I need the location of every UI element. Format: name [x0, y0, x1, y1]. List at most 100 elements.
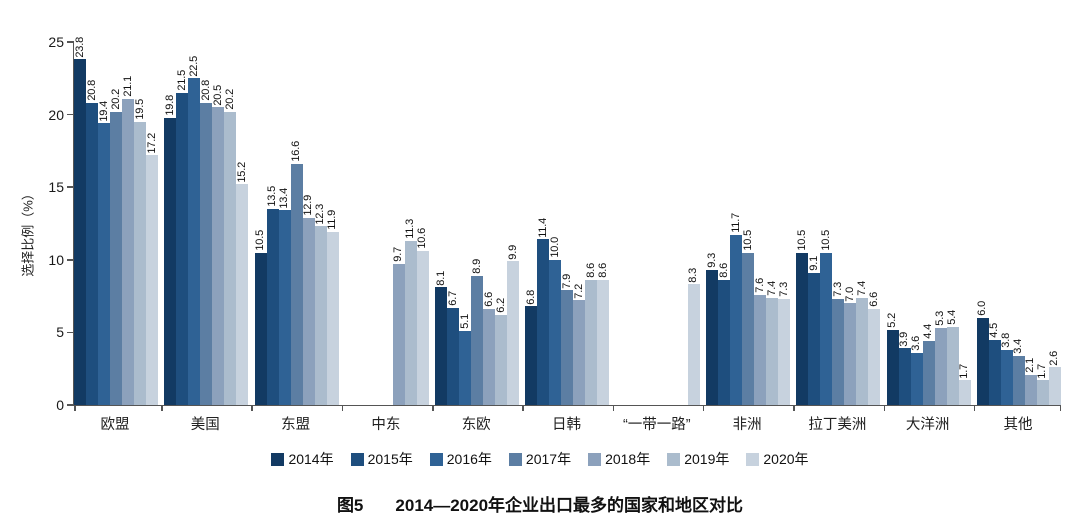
x-tick: [1059, 406, 1061, 411]
x-tick: [341, 406, 344, 411]
x-tick: [612, 406, 615, 411]
bar-value-label: 8.9: [470, 259, 483, 274]
bar-slot: 1.7: [1036, 42, 1049, 405]
bar: [1012, 355, 1025, 405]
bar-slot: 5.4: [946, 42, 959, 405]
bar: [886, 329, 899, 405]
bar: [404, 240, 417, 405]
x-tick: [883, 406, 886, 411]
bar: [549, 259, 562, 405]
category-label: 欧盟: [100, 417, 130, 433]
bar-slot: 4.5: [988, 42, 1001, 405]
bar-slot: 20.2: [110, 42, 122, 405]
bar-slot: [345, 42, 357, 405]
bar-slot: 20.8: [86, 42, 98, 405]
bar: [110, 111, 122, 405]
y-tick: [67, 113, 74, 116]
y-tick: [67, 404, 74, 406]
bar-value-label: 7.9: [560, 273, 573, 289]
bar-value-label: 11.4: [536, 217, 549, 238]
bar-value-label: 9.9: [506, 244, 519, 260]
bar: [573, 300, 586, 405]
bar: [98, 123, 110, 405]
bar-slot: 22.5: [188, 42, 201, 405]
bar-slot: 8.6: [596, 42, 610, 405]
bar-value-label: 7.0: [843, 286, 856, 302]
legend-swatch: [746, 452, 760, 466]
x-tick: [74, 406, 76, 411]
bar-slot: 3.9: [898, 42, 911, 405]
legend-swatch: [667, 452, 681, 466]
x-axis-category-labels: 欧盟 美国 东盟 中东 东欧 日韩 “一带一路” 非洲 拉丁美洲 大洋洲 其他: [73, 413, 1060, 434]
bar-value-label: 19.8: [163, 94, 176, 116]
bar-slot: 10.0: [549, 42, 562, 405]
bar-slot: 19.4: [98, 42, 110, 405]
bar-slot: 16.6: [290, 42, 303, 405]
bar: [314, 226, 327, 405]
y-tick-label: 5: [56, 324, 64, 341]
bar-group: 6.8 11.4 10.0 7.9 7.2 8.6 8.6: [525, 42, 610, 405]
bar-slot: [628, 42, 640, 405]
bar-slot: [369, 42, 381, 405]
bar-value-label: 10.5: [741, 229, 754, 251]
bar: [278, 210, 291, 405]
bar: [459, 330, 472, 405]
bar-value-label: 8.6: [596, 263, 609, 279]
bar-value-label: 10.5: [795, 229, 808, 251]
bar-value-label: 1.7: [1036, 363, 1049, 379]
bar-value-label: 7.3: [777, 282, 790, 298]
y-tick-label: 25: [48, 34, 64, 50]
category-label: 大洋洲: [905, 417, 950, 433]
bar-slot: 11.3: [404, 42, 417, 405]
bar: [898, 348, 911, 405]
bar-slot: 19.8: [163, 42, 177, 405]
y-tick: [67, 41, 74, 43]
bar-slot: [381, 42, 393, 405]
bar: [958, 380, 971, 405]
y-tick: [67, 259, 74, 261]
x-tick: [793, 406, 795, 411]
category-label: 美国: [190, 417, 220, 433]
bar: [212, 107, 225, 405]
bar-slot: 20.2: [224, 42, 237, 405]
bar: [934, 328, 947, 405]
bar-slot: 7.4: [856, 42, 869, 405]
bar-group: 8.1 6.7 5.1 8.9 6.6 6.2 9.9: [435, 42, 520, 405]
category-label: 日韩: [551, 417, 581, 433]
bar-slot: 10.5: [820, 42, 833, 405]
bar-slot: 23.8: [74, 37, 86, 405]
bar-value-label: 6.0: [976, 301, 989, 316]
category-label: “一带一路”: [622, 417, 691, 433]
bar-slot: 13.4: [278, 42, 291, 405]
bar: [435, 287, 448, 405]
category-label: 其他: [1003, 417, 1033, 433]
y-axis-label: 选择比例（%）: [20, 187, 36, 277]
bar-slot: 21.5: [176, 42, 189, 405]
caption-title: 2014—2020年企业出口最多的国家和地区对比: [395, 496, 744, 515]
bar-slot: [652, 42, 664, 405]
bar: [946, 326, 959, 405]
bar-value-label: 19.5: [133, 99, 146, 120]
category-label: 非洲: [732, 417, 762, 433]
bar: [910, 352, 923, 405]
bar-slot: 5.1: [458, 42, 472, 405]
bar-slot: 5.2: [886, 42, 899, 405]
x-tick: [161, 406, 163, 411]
legend-label: 2017年: [525, 451, 572, 467]
bar-value-label: 21.1: [121, 76, 134, 97]
bar: [176, 92, 189, 405]
bar-slot: 19.5: [134, 42, 146, 405]
legend-swatch: [350, 452, 364, 466]
bar: [742, 252, 755, 405]
bar-slot: 7.4: [766, 42, 779, 405]
bar-slot: 4.4: [922, 42, 935, 405]
bar: [416, 251, 429, 405]
bar: [730, 235, 743, 405]
bar-group: 9.7 11.3 10.6: [345, 42, 429, 405]
bar-value-label: 11.7: [729, 213, 742, 234]
caption-figure-number: 图5: [336, 496, 364, 515]
legend-item: 2018年: [588, 449, 650, 469]
bar-value-label: 9.3: [705, 253, 718, 268]
bar-slot: 17.2: [146, 42, 158, 405]
bar-value-label: 5.1: [458, 314, 471, 329]
